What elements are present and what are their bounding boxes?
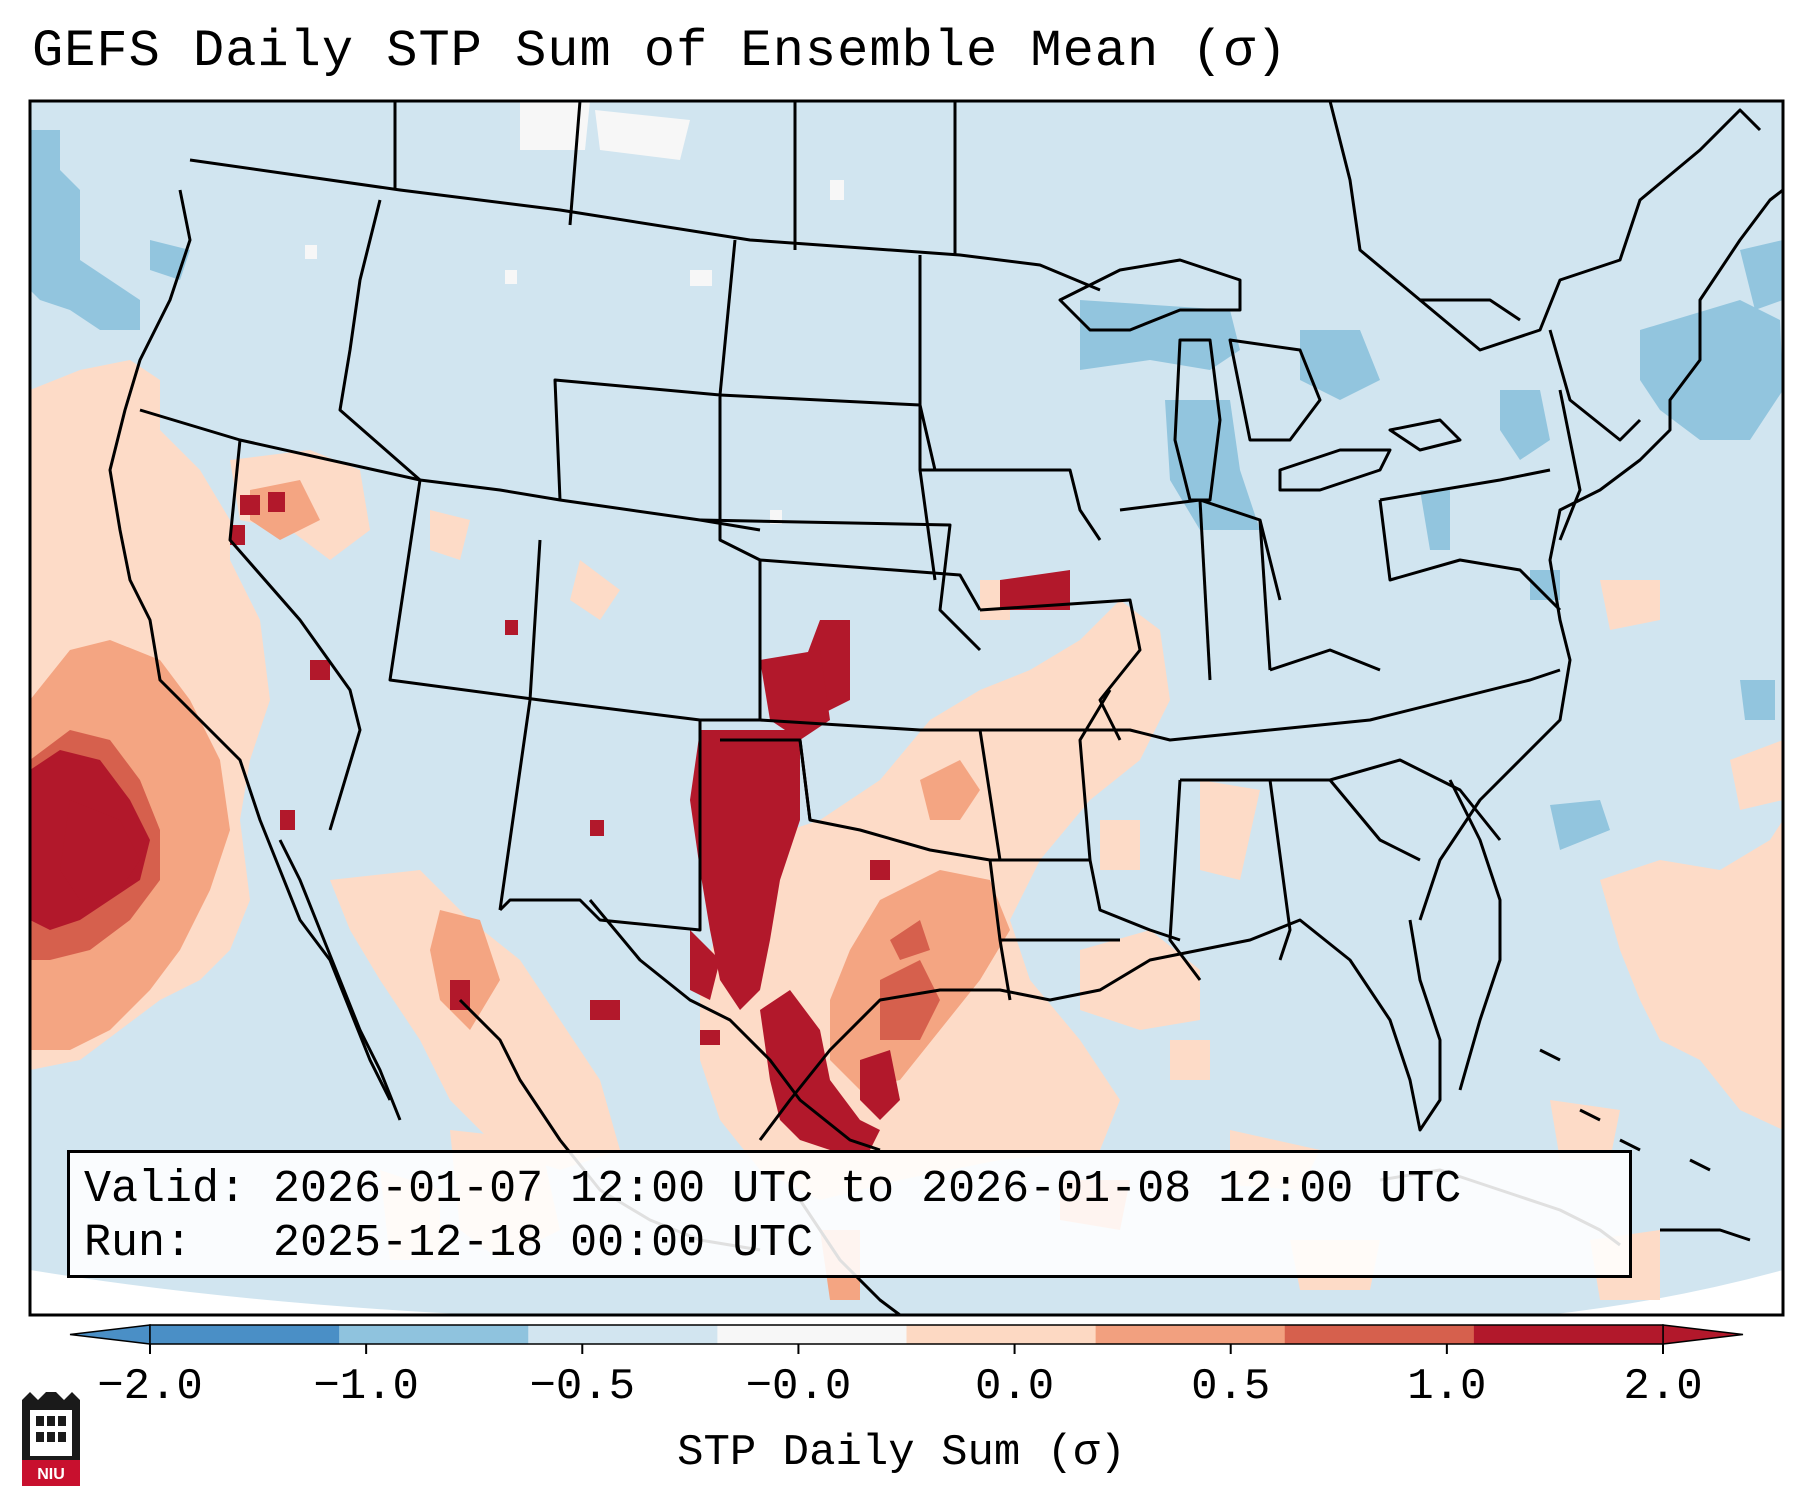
negative-anomaly-patches — [30, 130, 1783, 850]
colorbar — [69, 1324, 1744, 1354]
run-value: 2025-12-18 00:00 UTC — [273, 1218, 814, 1269]
colorbar-segment — [150, 1325, 340, 1344]
gulf-coastline — [758, 918, 1442, 1141]
canada-us-border — [189, 158, 1101, 292]
colorbar-extend-high — [1662, 1324, 1744, 1345]
colorbar-tick-label: −0.0 — [745, 1362, 852, 1412]
colorbar-tick-label: −1.0 — [313, 1362, 419, 1412]
map-frame — [28, 99, 1785, 1317]
colorbar-segment — [1473, 1325, 1664, 1344]
colorbar-segment — [717, 1325, 907, 1344]
boundaries — [108, 101, 1783, 1315]
valid-label: Valid: — [84, 1164, 247, 1215]
atlantic-coastline — [1418, 188, 1783, 921]
neutral-patches — [305, 101, 844, 524]
colorbar-tick-label: −2.0 — [97, 1362, 203, 1412]
colorbar-segment — [339, 1325, 529, 1344]
outside-domain-bottom-left — [30, 1270, 481, 1315]
lake-michigan — [1173, 338, 1222, 502]
colorbar-segment — [1095, 1325, 1286, 1344]
logo-text: NIU — [37, 1466, 65, 1483]
run-line: Run: 2025-12-18 00:00 UTC — [84, 1217, 1615, 1271]
colorbar-tick-label: 0.0 — [974, 1362, 1055, 1412]
baja-coastline — [278, 839, 402, 1121]
colorbar-outline — [149, 1324, 1664, 1345]
colorbar-tick-label: 1.0 — [1407, 1362, 1487, 1412]
lake-huron — [1228, 338, 1322, 442]
colorbar-label: STP Daily Sum (σ) — [677, 1428, 1126, 1478]
niu-logo — [22, 1392, 80, 1486]
colorbar-extend-low — [69, 1324, 151, 1345]
colorbar-segment — [1284, 1325, 1475, 1344]
valid-run-info-box: Valid: 2026-01-07 12:00 UTC to 2026-01-0… — [67, 1150, 1632, 1278]
map-title: GEFS Daily STP Sum of Ensemble Mean (σ) — [32, 22, 1288, 81]
outside-domain-bottom-right — [1546, 1270, 1783, 1315]
colorbar-tick-label: 0.5 — [1191, 1362, 1271, 1412]
pacific-coastline — [108, 189, 392, 1101]
maximum-positive-patches — [30, 492, 1070, 1150]
colorbar-tick-label: −0.5 — [529, 1362, 636, 1412]
lake-superior — [1058, 258, 1242, 332]
lake-erie — [1278, 448, 1392, 492]
colorbar-segment — [528, 1325, 718, 1344]
colorbar-tick-label: 2.0 — [1623, 1362, 1703, 1412]
valid-line: Valid: 2026-01-07 12:00 UTC to 2026-01-0… — [84, 1163, 1615, 1217]
run-label: Run: — [84, 1218, 193, 1269]
valid-value: 2026-01-07 12:00 UTC to 2026-01-08 12:00… — [273, 1164, 1462, 1215]
colorbar-segment — [906, 1325, 1097, 1344]
lake-ontario — [1388, 418, 1462, 452]
